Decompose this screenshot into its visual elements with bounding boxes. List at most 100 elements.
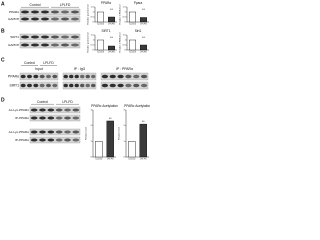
blot-band <box>21 10 29 14</box>
y-tick-label: 1.5 <box>91 7 95 9</box>
bar <box>139 44 147 51</box>
panel-letter: A <box>1 1 5 7</box>
blot-band <box>55 108 63 112</box>
blot-strip <box>19 72 59 81</box>
y-tick-label: 1 <box>92 12 94 14</box>
blot-strip <box>62 81 97 90</box>
blot-band <box>30 130 38 134</box>
group-label: IP : PPARα <box>116 67 133 71</box>
bar <box>139 123 147 158</box>
significance: ** <box>142 36 145 40</box>
y-tick-label: 1.5 <box>91 35 95 37</box>
blot-band <box>51 43 59 47</box>
row-label: Ac-Lys-PPARα <box>9 108 30 112</box>
blot-band <box>72 108 80 112</box>
blot-band <box>20 83 26 88</box>
column-header: LPLFD <box>62 100 73 104</box>
blot-band <box>33 74 39 79</box>
group-label: Input <box>35 67 43 71</box>
bar <box>139 17 147 23</box>
blot-band <box>21 35 29 39</box>
blot-band <box>39 74 45 79</box>
blot-band <box>85 83 90 88</box>
panel-letter: C <box>1 57 5 63</box>
row-label: Ac-Lys-PPARα <box>9 130 30 134</box>
blot-band <box>51 17 59 21</box>
blot-band <box>109 83 116 88</box>
row-label: GAPDH <box>8 17 19 21</box>
y-tick-label: 1 <box>124 12 126 14</box>
bar <box>107 16 115 23</box>
blot-band <box>47 116 55 120</box>
bar <box>95 141 103 158</box>
bar <box>128 39 136 51</box>
y-axis-label: Relative level <box>85 126 88 140</box>
blot-strip <box>19 41 81 49</box>
y-tick-label: 0.5 <box>91 17 95 19</box>
row-label: PPARα <box>9 10 19 14</box>
y-tick-label: 3 <box>123 110 125 112</box>
y-tick-label: 0 <box>90 157 92 159</box>
x-tick-label: Control <box>95 158 103 161</box>
blot-band <box>31 35 39 39</box>
blot-strip <box>100 72 149 81</box>
significance: ** <box>109 117 112 121</box>
blot-band <box>61 10 69 14</box>
blot-band <box>52 74 58 79</box>
y-tick-label: 1 <box>90 141 92 143</box>
chart-title: Ppara <box>134 1 143 5</box>
column-header: Control <box>30 3 41 7</box>
blot-band <box>69 83 74 88</box>
x-tick-label: Control <box>97 51 105 54</box>
y-tick-label: 0.5 <box>123 45 127 47</box>
blot-band <box>101 83 109 88</box>
panel-letter: B <box>1 28 5 34</box>
blot-band <box>69 74 74 79</box>
blot-band <box>109 74 116 79</box>
blot-strip <box>19 33 81 41</box>
y-tick-label: 2 <box>123 125 125 127</box>
blot-band <box>52 83 58 88</box>
blot-band <box>71 35 79 39</box>
y-tick-label: 1.5 <box>123 35 127 37</box>
y-tick-label: 2 <box>90 125 92 127</box>
x-tick-label: Control <box>129 23 137 26</box>
blot-band <box>20 74 26 79</box>
blot-strip <box>100 81 149 90</box>
significance: ** <box>142 120 145 124</box>
blot-band <box>61 35 69 39</box>
blot-band <box>117 83 124 88</box>
significance: ** <box>142 8 145 12</box>
chart-title: Sirt1 <box>135 29 142 33</box>
bar <box>106 120 114 158</box>
blot-strip <box>19 8 81 16</box>
y-tick-label: 0 <box>124 50 126 52</box>
blot-band <box>26 83 33 88</box>
y-axis-label: Relative level <box>118 126 121 140</box>
row-label: IP-PPARα <box>15 138 29 142</box>
blot-band <box>39 108 46 112</box>
blot-strip <box>19 81 59 90</box>
blot-band <box>39 83 45 88</box>
blot-band <box>140 74 148 79</box>
blot-band <box>63 74 68 79</box>
blot-band <box>63 83 68 88</box>
blot-band <box>71 43 79 47</box>
chart-title: PPARα Acetylation <box>91 104 118 108</box>
blot-band <box>47 130 55 134</box>
blot-band <box>74 74 79 79</box>
y-tick-label: 1 <box>123 141 125 143</box>
blot-band <box>30 138 38 142</box>
blot-band <box>55 138 63 142</box>
blot-band <box>21 43 29 47</box>
bar <box>128 11 136 23</box>
blot-band <box>71 17 79 21</box>
blot-band <box>125 83 132 88</box>
blot-band <box>64 108 71 112</box>
blot-band <box>140 83 148 88</box>
blot-band <box>72 138 80 142</box>
blot-band <box>71 10 79 14</box>
x-tick-label: Control <box>128 158 136 161</box>
blot-band <box>51 10 59 14</box>
x-tick-label: LPLFD <box>108 24 115 26</box>
